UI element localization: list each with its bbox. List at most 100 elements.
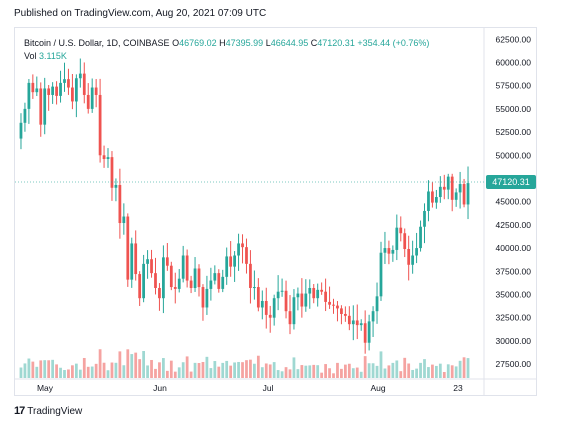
volume-bar — [268, 364, 272, 378]
chart-frame — [14, 27, 537, 396]
volume-bar — [78, 369, 82, 378]
volume-bar — [31, 361, 35, 378]
volume-bar — [375, 365, 379, 378]
symbol-title[interactable]: Bitcoin / U.S. Dollar, 1D, COINBASE — [24, 38, 170, 48]
candle-body — [336, 305, 339, 309]
volume-bar — [284, 367, 288, 378]
candle-body — [110, 157, 114, 188]
volume-bar — [158, 362, 161, 378]
volume-bar — [51, 359, 55, 378]
candle-body — [355, 320, 359, 326]
y-tick-label: 27500.00 — [496, 359, 532, 369]
volume-bar — [189, 371, 193, 378]
volume-bar — [256, 355, 260, 378]
volume-bar — [59, 367, 62, 378]
x-tick-label: 23 — [453, 383, 463, 393]
volume-bar — [19, 367, 23, 378]
volume-bar — [328, 368, 331, 378]
candle-body — [94, 87, 98, 95]
y-tick-label: 55000.00 — [496, 104, 532, 114]
published-note: Published on TradingView.com, Aug 20, 20… — [14, 8, 267, 19]
candle-body — [462, 184, 466, 205]
candle-body — [90, 87, 94, 109]
x-tick-label: Jul — [263, 383, 274, 393]
candle-body — [431, 191, 434, 203]
volume-bar — [90, 366, 94, 378]
volume-bar — [43, 360, 47, 378]
candle-body — [407, 249, 411, 265]
candle-body — [383, 248, 387, 253]
y-tick-label: 37500.00 — [496, 266, 532, 276]
volume-bar — [446, 364, 450, 378]
volume-bar — [169, 360, 173, 378]
candle-body — [43, 88, 47, 125]
candle-body — [142, 263, 146, 299]
volume-bar — [296, 369, 300, 378]
candle-body — [403, 233, 407, 250]
volume-bar — [142, 351, 146, 378]
volume-bar — [253, 363, 256, 378]
candle-body — [300, 293, 304, 307]
close-key: C — [310, 38, 318, 48]
volume-bar — [427, 367, 430, 378]
candle-body — [39, 88, 43, 125]
candle-body — [114, 184, 118, 188]
volume-bar — [71, 365, 74, 378]
candle-body — [367, 321, 371, 343]
volume-bar — [363, 356, 367, 378]
y-tick-label: 32500.00 — [496, 313, 532, 323]
candle-body — [165, 257, 169, 266]
volume-bar — [233, 362, 236, 378]
volume-bar — [102, 362, 106, 378]
candle-body — [67, 79, 70, 88]
volume-label: Vol — [24, 51, 37, 61]
candle-body — [59, 82, 62, 96]
candle-body — [304, 293, 308, 307]
volume-bar — [245, 360, 248, 378]
volume-bar — [450, 365, 454, 378]
volume-bar — [367, 363, 371, 378]
y-tick-label: 50000.00 — [496, 150, 532, 160]
brand-name: TradingView — [27, 405, 83, 417]
symbol-legend: Bitcoin / U.S. Dollar, 1D, COINBASE O467… — [24, 38, 429, 48]
volume-bar — [209, 368, 213, 378]
volume-bar — [343, 364, 347, 378]
candle-body — [268, 314, 272, 318]
candle-body — [260, 300, 264, 308]
candle-body — [446, 176, 450, 190]
x-tick-label: May — [37, 383, 54, 393]
candle-body — [237, 243, 240, 256]
change-value: +354.44 (+0.76%) — [357, 38, 430, 48]
volume-bar — [379, 351, 383, 378]
candle-body — [280, 290, 284, 292]
candle-body — [185, 255, 189, 281]
candle-body — [434, 197, 438, 203]
volume-bar — [197, 363, 201, 378]
volume-bar — [249, 359, 252, 378]
volume-bar — [106, 370, 110, 378]
candle-body — [379, 252, 383, 297]
candle-body — [23, 108, 27, 123]
volume-bar — [347, 363, 351, 378]
candle-body — [288, 311, 292, 325]
low-value: 46644.95 — [270, 38, 309, 48]
high-value: 47395.99 — [225, 38, 264, 48]
candle-body — [438, 186, 442, 198]
candle-body — [118, 184, 122, 224]
candle-body — [391, 249, 395, 254]
candle-body — [320, 289, 324, 292]
candle-body — [173, 287, 177, 289]
volume-bar — [23, 363, 27, 378]
volume-bar — [316, 365, 320, 378]
volume-bar — [312, 364, 316, 378]
volume-bar — [86, 366, 90, 378]
volume-bar — [130, 354, 134, 378]
candle-body — [324, 291, 327, 302]
volume-bar — [419, 362, 422, 378]
candle-body — [225, 256, 229, 277]
volume-bar — [320, 372, 324, 378]
candle-body — [343, 313, 347, 316]
volume-bar — [221, 362, 225, 378]
candle-body — [169, 265, 173, 288]
